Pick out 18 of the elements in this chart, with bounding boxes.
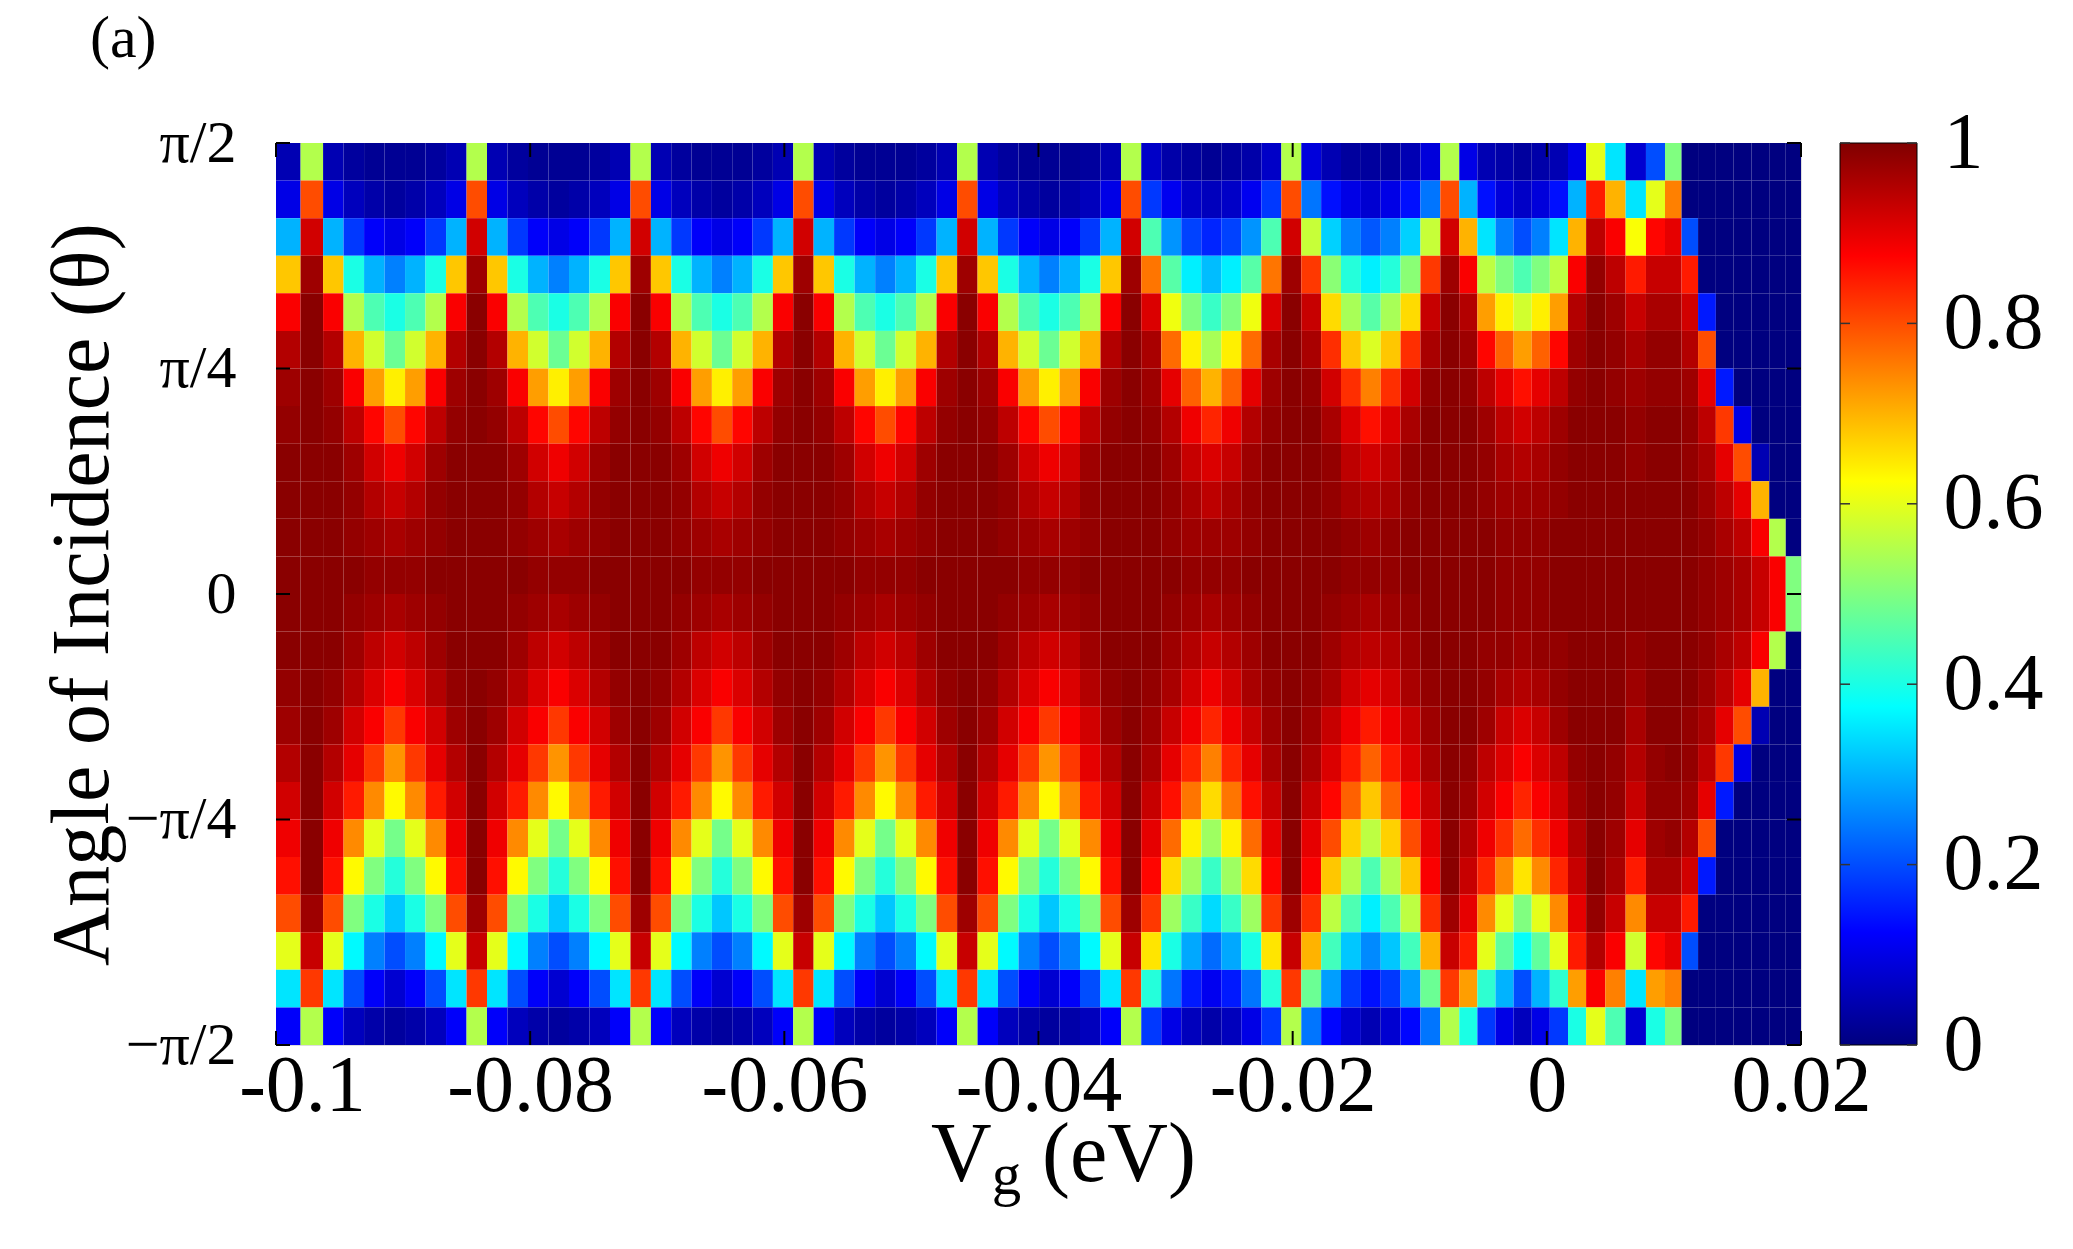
color-bar-label: 0.6 (1943, 457, 2044, 546)
color-bar-label: 0.4 (1943, 637, 2044, 726)
y-tick-label: π/4 (159, 334, 237, 400)
y-tick-label: π/2 (159, 108, 237, 175)
y-tick-label: −π/4 (125, 785, 237, 851)
color-bar-label: 0.8 (1943, 276, 2044, 365)
color-bar-label: 0.2 (1943, 818, 2044, 907)
y-axis-title: Angle of Incidence (θ) (34, 223, 126, 966)
x-tick-label: -0.08 (447, 1039, 614, 1128)
x-tick-label: -0.06 (701, 1039, 869, 1128)
x-tick-label: 0 (1527, 1039, 1568, 1128)
x-tick-label: -0.02 (1209, 1039, 1377, 1128)
chart-title: (a) (90, 4, 157, 70)
y-tick-label: 0 (206, 559, 237, 626)
x-tick-label: -0.1 (239, 1039, 366, 1128)
x-tick-label: 0.02 (1731, 1039, 1872, 1128)
y-tick-label: −π/2 (125, 1010, 237, 1077)
color-bar-label: 1 (1943, 96, 1984, 185)
